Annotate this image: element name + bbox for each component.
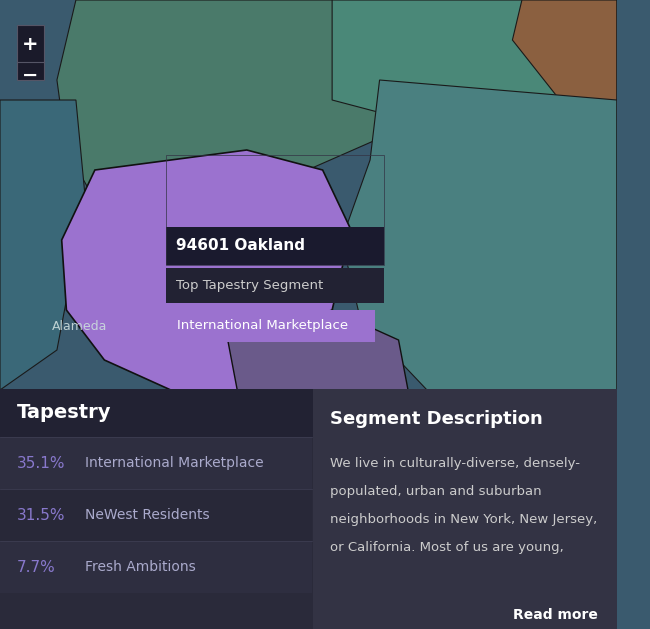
Bar [0, 541, 312, 593]
Polygon shape [342, 80, 617, 390]
Polygon shape [332, 0, 617, 200]
Text: Fresh Ambitions: Fresh Ambitions [85, 560, 196, 574]
FancyBboxPatch shape [171, 310, 375, 342]
Polygon shape [227, 310, 408, 390]
Text: NeWest Residents: NeWest Residents [85, 508, 210, 522]
Polygon shape [512, 0, 617, 120]
Text: −: − [22, 65, 38, 84]
FancyBboxPatch shape [166, 268, 384, 303]
Text: 31.5%: 31.5% [17, 508, 66, 523]
FancyBboxPatch shape [17, 25, 44, 80]
Text: neighborhoods in New York, New Jersey,: neighborhoods in New York, New Jersey, [330, 513, 597, 526]
Bar [0, 437, 312, 489]
Text: 7.7%: 7.7% [17, 560, 56, 574]
Text: Read more: Read more [513, 608, 598, 622]
Text: populated, urban and suburban: populated, urban and suburban [330, 486, 542, 499]
Text: Tapestry: Tapestry [17, 403, 112, 423]
Text: +: + [22, 35, 38, 55]
Text: International Marketplace: International Marketplace [177, 320, 348, 333]
Bar [313, 389, 617, 629]
Text: International Marketplace: International Marketplace [85, 456, 264, 470]
Polygon shape [62, 150, 351, 390]
Bar [0, 389, 313, 437]
Text: Top Tapestry Segment: Top Tapestry Segment [176, 279, 323, 292]
Text: 94601 Oakland: 94601 Oakland [176, 238, 305, 253]
Text: Alameda: Alameda [52, 320, 107, 333]
Polygon shape [57, 0, 398, 200]
Bar [0, 389, 313, 629]
FancyBboxPatch shape [166, 227, 384, 265]
Text: Segment Description: Segment Description [330, 410, 543, 428]
Text: 35.1%: 35.1% [17, 455, 66, 470]
Bar [0, 489, 312, 541]
Polygon shape [0, 100, 85, 390]
Text: We live in culturally-diverse, densely-: We live in culturally-diverse, densely- [330, 457, 580, 470]
Text: or California. Most of us are young,: or California. Most of us are young, [330, 542, 564, 555]
